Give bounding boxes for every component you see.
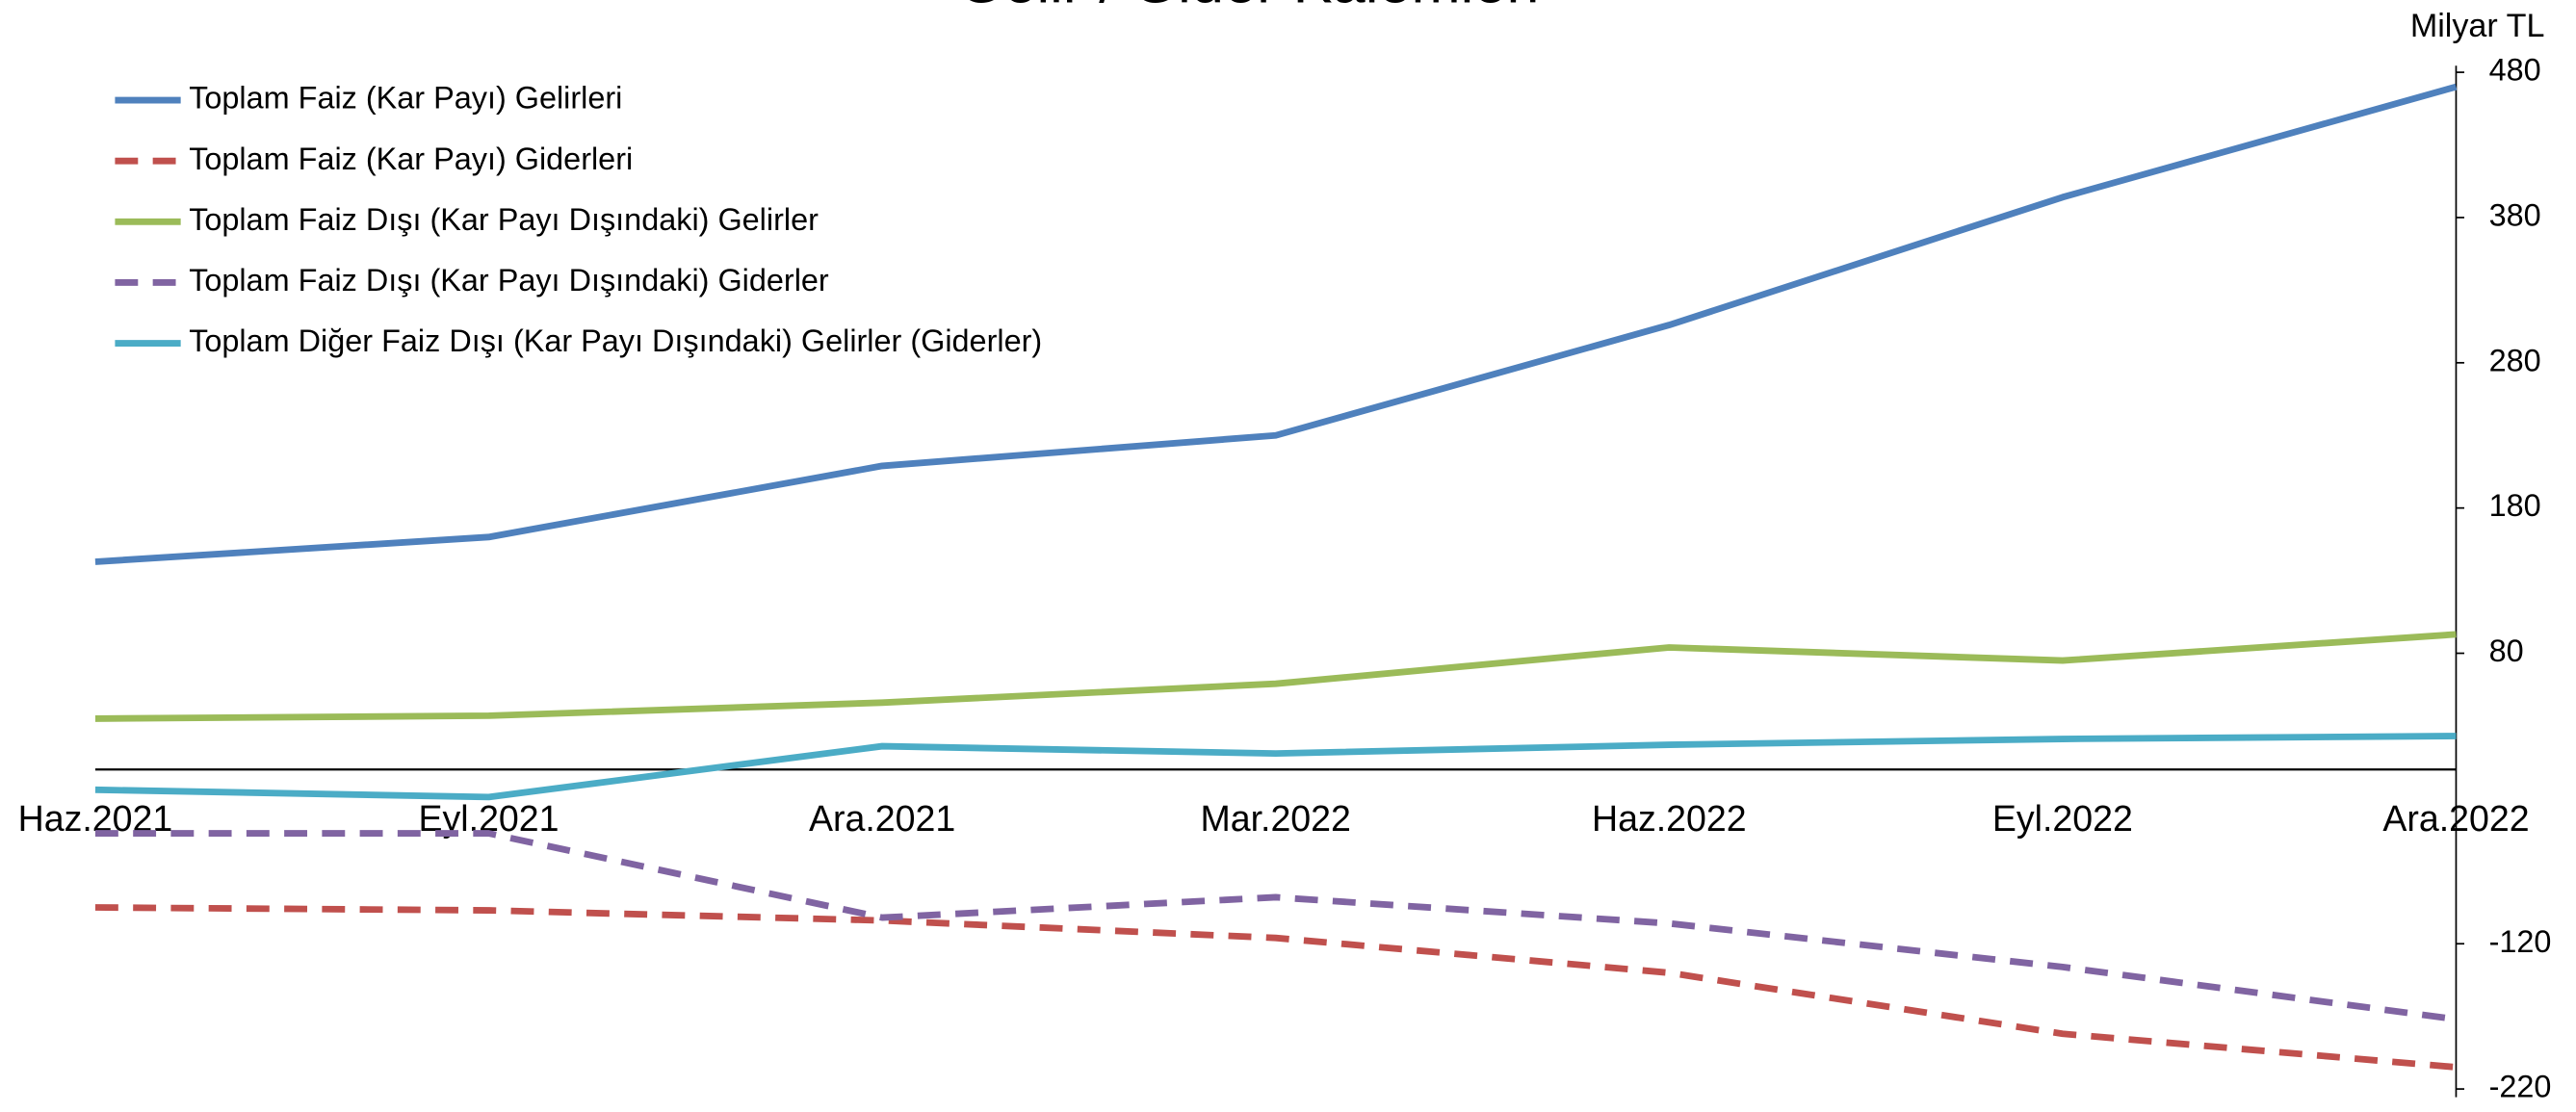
- x-tick-label: Haz.2022: [1592, 798, 1747, 839]
- x-tick-label: Eyl.2022: [1992, 798, 2133, 839]
- legend-label: Toplam Faiz (Kar Payı) Gelirleri: [189, 81, 622, 116]
- legend-label: Toplam Faiz Dışı (Kar Payı Dışındaki) Gi…: [189, 263, 829, 297]
- legend-label: Toplam Faiz Dışı (Kar Payı Dışındaki) Ge…: [189, 202, 819, 237]
- series-line: [94, 830, 2457, 1023]
- y-tick-label: -120: [2489, 924, 2552, 959]
- x-tick-label: Mar.2022: [1200, 798, 1350, 839]
- legend-label: Toplam Faiz (Kar Payı) Giderleri: [189, 142, 633, 176]
- series-line: [94, 904, 2457, 1071]
- y-tick-label: 80: [2489, 634, 2524, 668]
- y-tick-label: 480: [2489, 53, 2541, 88]
- series-line: [94, 631, 2457, 722]
- chart-title: Gelir / Gider Kalemleri: [958, 0, 1540, 16]
- y-tick-label: -220: [2489, 1070, 2552, 1104]
- series-line: [94, 733, 2457, 801]
- series-line: [94, 83, 2458, 565]
- y-tick-label: 280: [2489, 343, 2541, 377]
- y-tick-label: 380: [2489, 198, 2541, 233]
- x-tick-label: Ara.2022: [2382, 798, 2529, 839]
- y-axis-label: Milyar TL: [2410, 8, 2545, 44]
- legend-label: Toplam Diğer Faiz Dışı (Kar Payı Dışında…: [189, 323, 1042, 358]
- x-tick-label: Ara.2021: [809, 798, 955, 839]
- y-tick-label: 180: [2489, 488, 2541, 523]
